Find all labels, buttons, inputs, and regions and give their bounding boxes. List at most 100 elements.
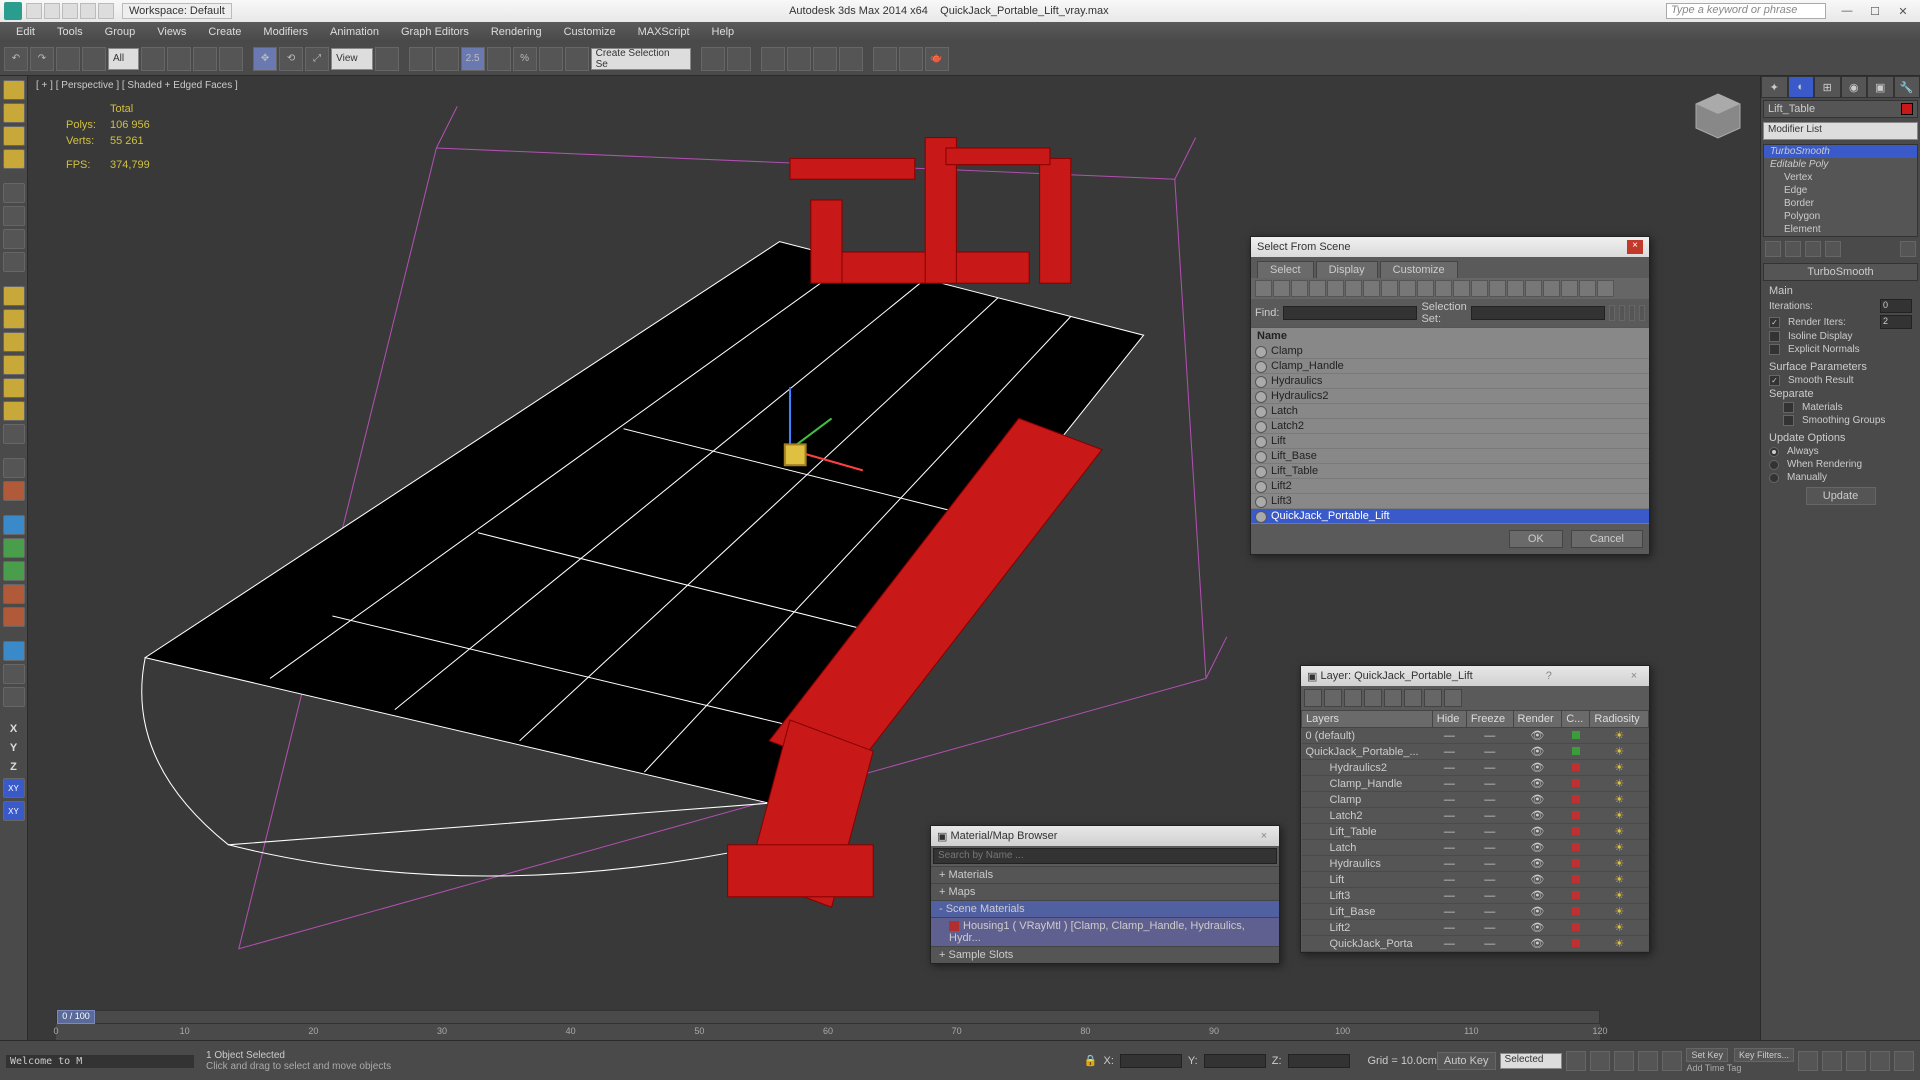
z-field[interactable]: [1288, 1054, 1350, 1068]
lt-25[interactable]: [3, 687, 25, 707]
ref-coord-dropdown[interactable]: View: [331, 48, 373, 70]
minimize-button[interactable]: —: [1834, 3, 1860, 19]
sfs-item[interactable]: Lift: [1251, 434, 1649, 449]
rotate-icon[interactable]: ⟲: [279, 47, 303, 71]
workspace-dropdown[interactable]: Workspace: Default: [122, 3, 232, 19]
menu-modifiers[interactable]: Modifiers: [253, 24, 318, 40]
layers-close-icon[interactable]: ×: [1625, 670, 1643, 682]
object-color-swatch[interactable]: [1901, 103, 1913, 115]
lt-teapot-icon[interactable]: [3, 183, 25, 203]
rollout-turbosmooth[interactable]: TurboSmooth: [1763, 263, 1918, 281]
sfs-selset-input[interactable]: [1471, 306, 1605, 320]
menu-animation[interactable]: Animation: [320, 24, 389, 40]
material-editor-icon[interactable]: [839, 47, 863, 71]
select-name-icon[interactable]: [167, 47, 191, 71]
mirror-icon[interactable]: [701, 47, 725, 71]
lt-box-icon[interactable]: [3, 286, 25, 306]
pin-stack-icon[interactable]: [1765, 241, 1781, 257]
menu-views[interactable]: Views: [147, 24, 196, 40]
autokey-button[interactable]: Auto Key: [1437, 1052, 1496, 1070]
link-icon[interactable]: [56, 47, 80, 71]
mmb-close-icon[interactable]: ×: [1255, 830, 1273, 842]
mmb-material-item[interactable]: Housing1 ( VRayMtl ) [Clamp, Clamp_Handl…: [931, 917, 1279, 946]
cp-tab-motion[interactable]: ◉: [1841, 76, 1868, 98]
pivot-icon[interactable]: [375, 47, 399, 71]
edit-named-sel-icon[interactable]: [565, 47, 589, 71]
layer-row[interactable]: Clamp——👁☀: [1302, 792, 1649, 808]
sfs-object-list[interactable]: ClampClamp_HandleHydraulicsHydraulics2La…: [1251, 344, 1649, 524]
explicit-normals-check[interactable]: [1769, 344, 1780, 355]
layers-icon[interactable]: [761, 47, 785, 71]
play-icon[interactable]: [1614, 1051, 1634, 1071]
sfs-item[interactable]: Lift_Table: [1251, 464, 1649, 479]
sfs-tab-select[interactable]: Select: [1257, 261, 1314, 278]
axis-x[interactable]: X: [10, 721, 17, 737]
lt-8[interactable]: [3, 252, 25, 272]
lock-icon[interactable]: 🔒: [1084, 1054, 1098, 1067]
cp-tab-hierarchy[interactable]: ⊞: [1814, 76, 1841, 98]
cp-tab-display[interactable]: ▣: [1867, 76, 1894, 98]
layer-row[interactable]: Lift3——👁☀: [1302, 888, 1649, 904]
maximize-button[interactable]: ☐: [1862, 3, 1888, 19]
lt-21[interactable]: [3, 584, 25, 604]
goto-start-icon[interactable]: [1566, 1051, 1586, 1071]
sfs-item[interactable]: Lift2: [1251, 479, 1649, 494]
layer-row[interactable]: Lift_Table——👁☀: [1302, 824, 1649, 840]
lt-16[interactable]: [3, 458, 25, 478]
mmb-cat-scene[interactable]: - Scene Materials: [931, 900, 1279, 917]
lt-7[interactable]: [3, 229, 25, 249]
sfs-item[interactable]: QuickJack_Portable_Lift: [1251, 509, 1649, 524]
named-selection-set[interactable]: Create Selection Se: [591, 48, 691, 70]
axis-y[interactable]: Y: [10, 740, 17, 756]
help-search[interactable]: Type a keyword or phrase: [1666, 3, 1826, 19]
cp-tab-create[interactable]: ✦: [1761, 76, 1788, 98]
pan-icon[interactable]: [1846, 1051, 1866, 1071]
menu-group[interactable]: Group: [95, 24, 146, 40]
maxscript-listener[interactable]: Welcome to M: [6, 1055, 194, 1068]
spinner-snap-icon[interactable]: [539, 47, 563, 71]
modifier-list-dropdown[interactable]: Modifier List: [1763, 122, 1918, 140]
update-button[interactable]: Update: [1806, 487, 1876, 505]
modifier-stack[interactable]: TurboSmooth Editable Poly Vertex Edge Bo…: [1763, 144, 1918, 237]
sep-materials-check[interactable]: [1783, 402, 1794, 413]
lt-17[interactable]: [3, 481, 25, 501]
lt-cylinder-icon[interactable]: [3, 332, 25, 352]
zoom-icon[interactable]: [1798, 1051, 1818, 1071]
axis-xy2[interactable]: XY: [3, 801, 25, 821]
align-icon[interactable]: [727, 47, 751, 71]
menu-customize[interactable]: Customize: [554, 24, 626, 40]
isoline-check[interactable]: [1769, 331, 1780, 342]
menu-rendering[interactable]: Rendering: [481, 24, 552, 40]
redo-icon[interactable]: ↷: [30, 47, 54, 71]
selection-filter[interactable]: All: [108, 48, 139, 70]
material-map-browser[interactable]: ▣ Material/Map Browser× Search by Name .…: [930, 825, 1280, 964]
sfs-item[interactable]: Hydraulics: [1251, 374, 1649, 389]
smooth-result-check[interactable]: [1769, 375, 1780, 386]
curve-editor-icon[interactable]: [787, 47, 811, 71]
y-field[interactable]: [1204, 1054, 1266, 1068]
render-icon[interactable]: 🫖: [925, 47, 949, 71]
qat-undo-icon[interactable]: [80, 3, 96, 19]
menu-create[interactable]: Create: [198, 24, 251, 40]
update-always-radio[interactable]: [1769, 447, 1779, 457]
lt-15[interactable]: [3, 424, 25, 444]
sfs-item[interactable]: Latch2: [1251, 419, 1649, 434]
layer-row[interactable]: QuickJack_Porta——👁☀: [1302, 936, 1649, 952]
render-iters-check[interactable]: [1769, 317, 1780, 328]
move-icon[interactable]: ✥: [253, 47, 277, 71]
axis-xy[interactable]: XY: [3, 778, 25, 798]
mmb-cat-materials[interactable]: + Materials: [931, 866, 1279, 883]
viewport-label[interactable]: [ + ] [ Perspective ] [ Shaded + Edged F…: [36, 80, 238, 91]
timeline[interactable]: 0 / 100 0102030405060708090100110120: [56, 1010, 1600, 1040]
lt-sphere-icon[interactable]: [3, 309, 25, 329]
cp-tab-utilities[interactable]: 🔧: [1894, 76, 1920, 98]
lt-23[interactable]: [3, 641, 25, 661]
keyboard-shortcut-icon[interactable]: [435, 47, 459, 71]
qat-open-icon[interactable]: [44, 3, 60, 19]
percent-snap-icon[interactable]: %: [513, 47, 537, 71]
sfs-ok-button[interactable]: OK: [1509, 530, 1563, 548]
layer-row[interactable]: Latch——👁☀: [1302, 840, 1649, 856]
menu-edit[interactable]: Edit: [6, 24, 45, 40]
lt-20[interactable]: [3, 561, 25, 581]
layer-row[interactable]: Hydraulics——👁☀: [1302, 856, 1649, 872]
